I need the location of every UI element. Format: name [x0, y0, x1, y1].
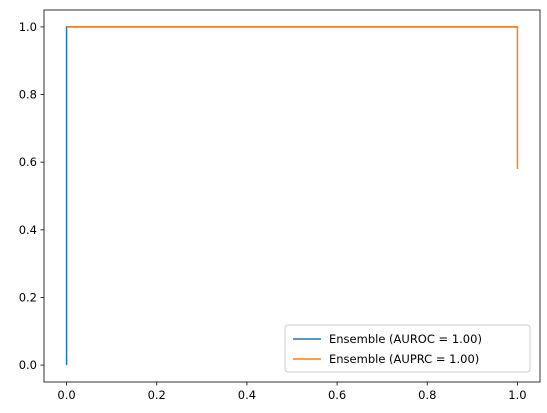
x-tick-label: 0.4 — [238, 388, 256, 402]
series-layer — [65, 26, 519, 366]
y-tick-label: 0.4 — [19, 223, 37, 237]
y-tick-label: 0.0 — [19, 358, 37, 372]
y-tick-label: 0.2 — [19, 290, 37, 304]
series-line-2 — [66, 26, 519, 169]
y-tick-label: 0.8 — [19, 88, 37, 102]
x-tick-label: 0.6 — [328, 388, 346, 402]
legend-label-1: Ensemble (AUROC = 1.00) — [329, 332, 482, 346]
axes-frame — [43, 9, 541, 383]
x-tick-label: 0.2 — [148, 388, 166, 402]
y-tick-label: 1.0 — [19, 20, 37, 34]
legend-label-2: Ensemble (AUPRC = 1.00) — [329, 352, 479, 366]
x-tick-label: 1.0 — [508, 388, 526, 402]
y-tick-label: 0.6 — [19, 155, 37, 169]
plot-area — [44, 10, 540, 382]
x-axis: 0.0 0.2 0.4 0.6 0.8 1.0 — [57, 382, 527, 402]
y-axis: 0.0 0.2 0.4 0.6 0.8 1.0 — [19, 20, 44, 372]
x-tick-label: 0.0 — [57, 388, 75, 402]
legend: Ensemble (AUROC = 1.00) Ensemble (AUPRC =… — [284, 324, 531, 373]
legend-box — [284, 324, 531, 373]
x-tick-label: 0.8 — [418, 388, 436, 402]
